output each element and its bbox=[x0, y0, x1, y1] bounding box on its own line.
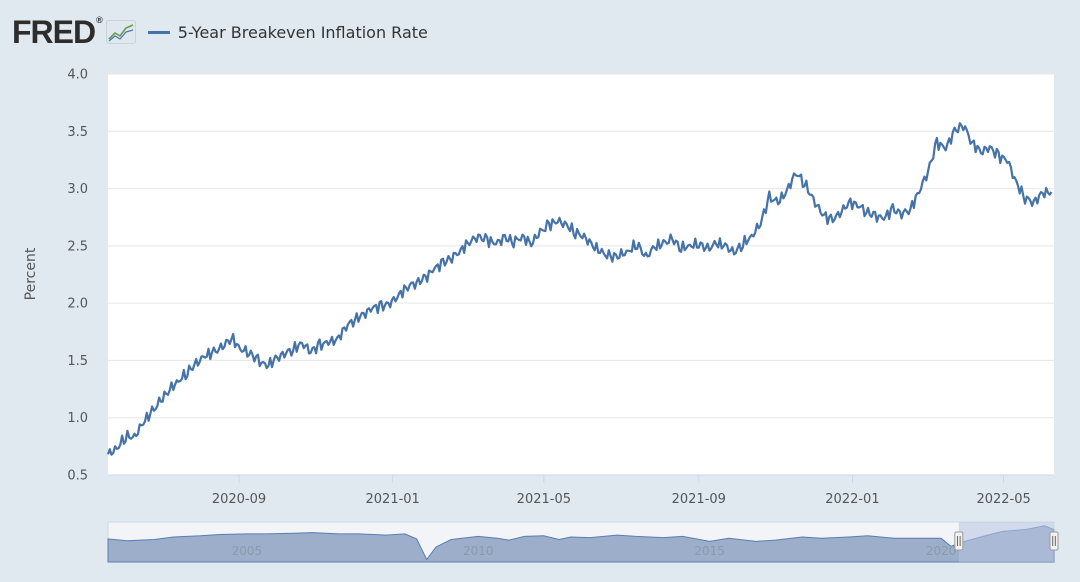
plot-background bbox=[108, 74, 1054, 475]
chart-header: FRED® 5-Year Breakeven Inflation Rate bbox=[12, 12, 428, 52]
navigator-area bbox=[107, 525, 1055, 563]
y-tick-label-0: 0.5 bbox=[67, 469, 88, 484]
x-tick-label-4: 2022-01 bbox=[825, 492, 879, 507]
series-group bbox=[106, 122, 1053, 456]
x-tick-label-3: 2021-09 bbox=[672, 492, 726, 507]
navigator-handle-body bbox=[954, 531, 964, 551]
fred-logo-reg: ® bbox=[96, 15, 103, 25]
y-tick-label-2: 1.5 bbox=[67, 354, 88, 369]
navigator[interactable]: 2005 2010 2015 2020 bbox=[107, 521, 1059, 563]
legend-swatch bbox=[147, 30, 170, 34]
legend: 5-Year Breakeven Inflation Rate bbox=[147, 22, 428, 42]
fred-logo-text: FRED bbox=[12, 14, 96, 50]
x-tick-label-0: 2020-09 bbox=[212, 492, 266, 507]
x-tick-label-5: 2022-05 bbox=[976, 492, 1030, 507]
navigator-selection[interactable] bbox=[958, 522, 1054, 562]
fred-logo[interactable]: FRED® bbox=[12, 14, 103, 50]
legend-label: 5-Year Breakeven Inflation Rate bbox=[177, 22, 428, 42]
y-tick-label-4: 2.5 bbox=[67, 239, 88, 254]
y-tick-label-7: 4.0 bbox=[67, 68, 88, 83]
navigator-tick-3: 2020 bbox=[926, 544, 957, 558]
navigator-handle-right[interactable] bbox=[1049, 531, 1059, 551]
navigator-handle-body bbox=[1049, 531, 1059, 551]
y-tick-label-1: 1.0 bbox=[67, 411, 88, 426]
x-tick-label-2: 2021-05 bbox=[517, 492, 571, 507]
navigator-tick-2: 2015 bbox=[694, 544, 725, 558]
fred-graph-icon bbox=[105, 20, 136, 44]
x-axis-ticks: 2020-09 2021-01 2021-05 2021-09 2022-01 2022-… bbox=[108, 474, 1054, 507]
navigator-tick-1: 2010 bbox=[463, 544, 494, 558]
series-line-5y-breakeven bbox=[106, 122, 1053, 456]
navigator-tick-0: 2005 bbox=[232, 544, 263, 558]
y-tick-label-3: 2.0 bbox=[67, 297, 88, 312]
navigator-handle-left[interactable] bbox=[954, 531, 964, 551]
y-tick-label-6: 3.5 bbox=[67, 125, 88, 140]
y-tick-label-5: 3.0 bbox=[67, 182, 88, 197]
y-axis-ticks: 0.5 1.0 1.5 2.0 2.5 3.0 3.5 4.0 bbox=[67, 68, 88, 484]
x-tick-label-1: 2021-01 bbox=[366, 492, 420, 507]
